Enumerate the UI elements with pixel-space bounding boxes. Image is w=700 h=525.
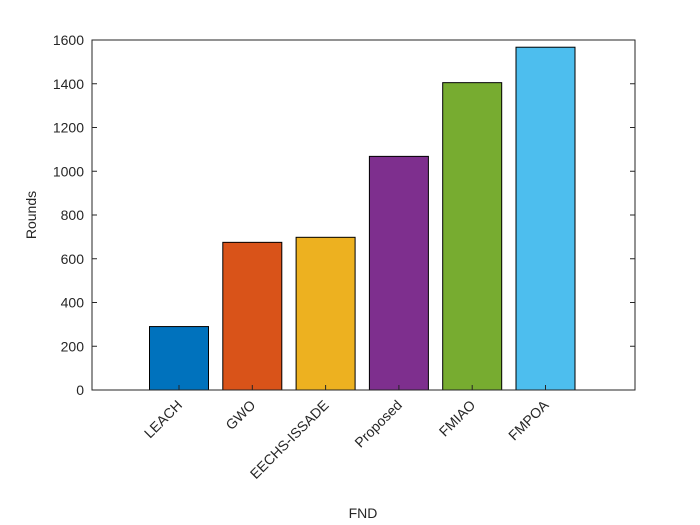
y-tick-label: 1200 — [53, 120, 84, 136]
y-tick-label: 400 — [61, 295, 85, 311]
y-tick-label: 600 — [61, 251, 85, 267]
y-tick-label: 800 — [61, 207, 85, 223]
axes-box — [91, 39, 636, 391]
bar — [368, 155, 429, 391]
bar — [222, 241, 283, 391]
bar — [442, 82, 503, 391]
bar — [149, 326, 209, 391]
x-axis-label: FND — [349, 505, 378, 521]
y-tick-label: 1000 — [53, 163, 84, 179]
bar — [295, 236, 356, 391]
y-tick-label: 1600 — [53, 32, 84, 48]
y-tick-label: 200 — [61, 338, 85, 354]
y-tick-label: 1400 — [53, 76, 84, 92]
y-axis-label: Rounds — [23, 191, 39, 239]
bar — [515, 46, 576, 391]
y-tick-label: 0 — [76, 382, 84, 398]
